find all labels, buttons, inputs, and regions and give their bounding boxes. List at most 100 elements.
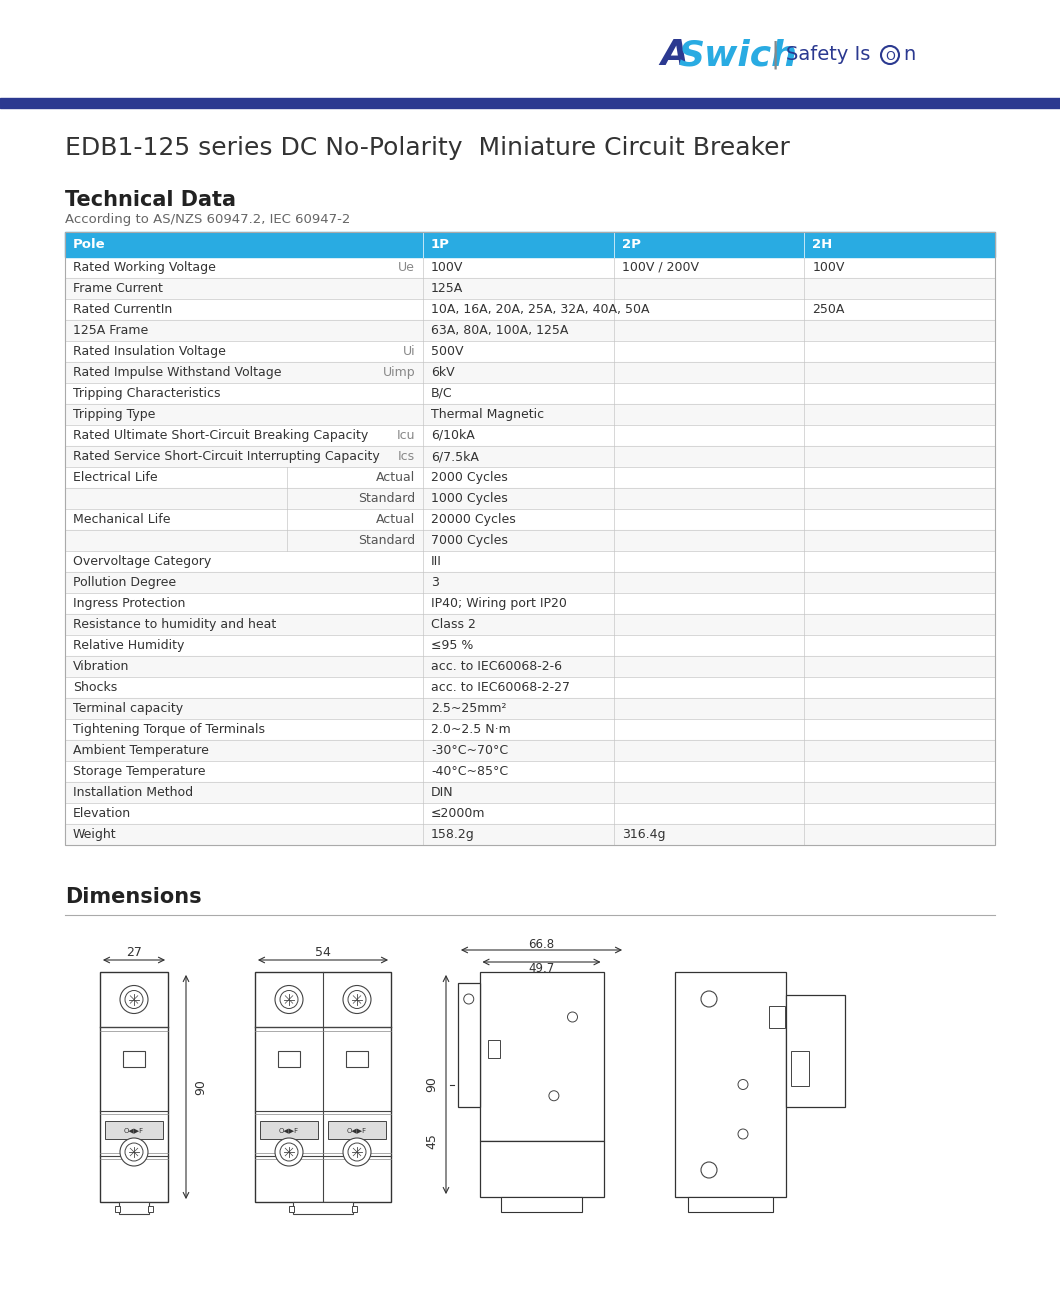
Text: Tripping Characteristics: Tripping Characteristics	[73, 387, 220, 400]
Text: Resistance to humidity and heat: Resistance to humidity and heat	[73, 619, 277, 630]
Text: Uimp: Uimp	[383, 366, 416, 379]
Circle shape	[125, 1144, 143, 1161]
Text: Standard: Standard	[358, 534, 416, 547]
Text: 2.5~25mm²: 2.5~25mm²	[431, 701, 507, 715]
Text: 2P: 2P	[622, 238, 640, 251]
Bar	[65, 446, 995, 467]
Text: 90: 90	[425, 1076, 438, 1092]
Text: Electrical Life: Electrical Life	[73, 471, 158, 484]
Bar	[65, 530, 995, 551]
Text: ≤95 %: ≤95 %	[431, 640, 474, 651]
Text: Rated Working Voltage: Rated Working Voltage	[73, 261, 216, 274]
Text: Ui: Ui	[403, 345, 416, 358]
Text: Ambient Temperature: Ambient Temperature	[73, 744, 209, 757]
Bar	[65, 232, 995, 257]
Bar	[65, 362, 995, 383]
Text: Vibration: Vibration	[73, 661, 129, 672]
Circle shape	[275, 1138, 303, 1166]
Text: -30°C~70°C: -30°C~70°C	[431, 744, 508, 757]
Bar	[458, 983, 479, 1107]
Text: 500V: 500V	[431, 345, 463, 358]
Text: 63A, 80A, 100A, 125A: 63A, 80A, 100A, 125A	[431, 324, 568, 337]
Text: B/C: B/C	[431, 387, 453, 400]
Text: Rated CurrentIn: Rated CurrentIn	[73, 303, 172, 316]
Text: 90: 90	[194, 1079, 207, 1095]
Circle shape	[738, 1079, 748, 1090]
Text: Overvoltage Category: Overvoltage Category	[73, 555, 211, 569]
Text: 20000 Cycles: 20000 Cycles	[431, 513, 516, 526]
Bar	[328, 1121, 386, 1140]
Bar	[65, 232, 995, 845]
Text: O◀▶F: O◀▶F	[347, 1126, 367, 1133]
Text: Tripping Type: Tripping Type	[73, 408, 156, 421]
Text: Standard: Standard	[358, 492, 416, 505]
Text: Ue: Ue	[399, 261, 416, 274]
Text: 3: 3	[431, 576, 439, 590]
Circle shape	[280, 991, 298, 1008]
Text: 316.4g: 316.4g	[622, 828, 666, 841]
Bar	[148, 1205, 153, 1212]
Bar	[278, 1051, 300, 1067]
Text: Terminal capacity: Terminal capacity	[73, 701, 183, 715]
Circle shape	[343, 1138, 371, 1166]
Text: Weight: Weight	[73, 828, 117, 841]
Text: Actual: Actual	[376, 471, 416, 484]
Text: n: n	[903, 46, 915, 64]
Text: 125A Frame: 125A Frame	[73, 324, 148, 337]
Text: 100V: 100V	[431, 261, 463, 274]
Bar	[65, 320, 995, 341]
Bar	[260, 1121, 318, 1140]
Text: 66.8: 66.8	[529, 937, 554, 950]
Circle shape	[701, 991, 717, 1007]
Text: 45: 45	[425, 1133, 438, 1149]
Text: Class 2: Class 2	[431, 619, 476, 630]
Circle shape	[280, 1144, 298, 1161]
Text: IP40; Wiring port IP20: IP40; Wiring port IP20	[431, 597, 567, 611]
Text: 2000 Cycles: 2000 Cycles	[431, 471, 508, 484]
Bar	[65, 636, 995, 655]
Bar	[65, 761, 995, 782]
Circle shape	[701, 1162, 717, 1178]
Text: A: A	[660, 38, 688, 72]
Text: 1000 Cycles: 1000 Cycles	[431, 492, 508, 505]
Bar	[65, 404, 995, 425]
Text: 10A, 16A, 20A, 25A, 32A, 40A, 50A: 10A, 16A, 20A, 25A, 32A, 40A, 50A	[431, 303, 650, 316]
Text: 1P: 1P	[431, 238, 449, 251]
Text: 100V / 200V: 100V / 200V	[622, 261, 699, 274]
Text: Pollution Degree: Pollution Degree	[73, 576, 176, 590]
Text: III: III	[431, 555, 442, 569]
Circle shape	[120, 986, 148, 1013]
Bar	[65, 278, 995, 299]
Text: acc. to IEC60068-2-6: acc. to IEC60068-2-6	[431, 661, 562, 672]
Text: 125A: 125A	[431, 282, 463, 295]
Bar	[65, 572, 995, 594]
Circle shape	[549, 1091, 559, 1100]
Text: Frame Current: Frame Current	[73, 282, 163, 295]
Text: O◀▶F: O◀▶F	[124, 1126, 144, 1133]
Bar	[293, 1202, 353, 1213]
Bar	[105, 1121, 163, 1140]
Text: Thermal Magnetic: Thermal Magnetic	[431, 408, 544, 421]
Bar	[65, 383, 995, 404]
Bar	[65, 803, 995, 824]
Text: Rated Ultimate Short-Circuit Breaking Capacity: Rated Ultimate Short-Circuit Breaking Ca…	[73, 429, 368, 442]
Text: -40°C~85°C: -40°C~85°C	[431, 765, 508, 778]
Text: 27: 27	[126, 945, 142, 958]
Text: 100V: 100V	[812, 261, 845, 274]
Text: According to AS/NZS 60947.2, IEC 60947-2: According to AS/NZS 60947.2, IEC 60947-2	[65, 213, 351, 226]
Text: Rated Insulation Voltage: Rated Insulation Voltage	[73, 345, 226, 358]
Bar	[123, 1051, 145, 1067]
Text: Icu: Icu	[396, 429, 416, 442]
Bar	[100, 973, 167, 1202]
Bar	[488, 1040, 499, 1058]
Text: Storage Temperature: Storage Temperature	[73, 765, 206, 778]
Bar	[65, 551, 995, 572]
Bar	[0, 97, 1060, 108]
Text: Elevation: Elevation	[73, 807, 131, 820]
Bar	[501, 1198, 582, 1212]
Circle shape	[120, 1138, 148, 1166]
Bar	[65, 257, 995, 278]
Text: Relative Humidity: Relative Humidity	[73, 640, 184, 651]
Text: 54: 54	[315, 945, 331, 958]
Text: |: |	[770, 41, 779, 70]
